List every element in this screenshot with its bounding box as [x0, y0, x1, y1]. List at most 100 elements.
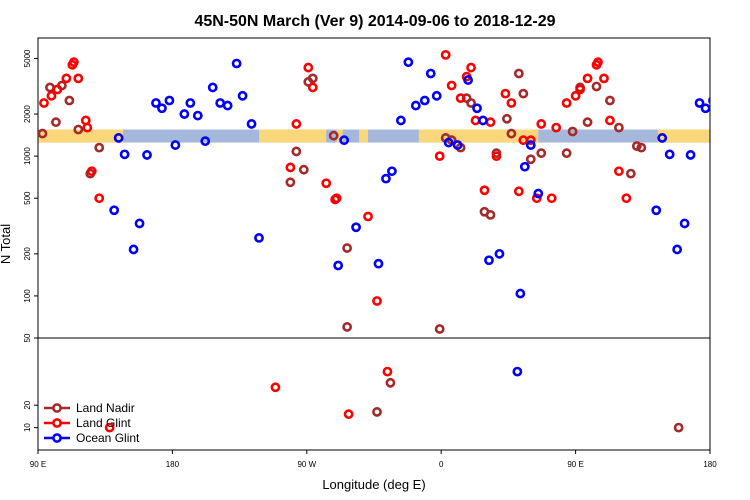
- y-tick-label: 2000: [23, 105, 32, 123]
- ocean-glint-point: [700, 103, 710, 114]
- ocean-glint-point: [664, 149, 675, 160]
- land-glint-point: [46, 90, 57, 101]
- ocean-glint-point: [515, 288, 526, 299]
- y-tick-label: 20: [23, 400, 32, 409]
- axes-frame: [37, 37, 711, 451]
- ocean-glint-point: [425, 68, 436, 79]
- land-glint-point: [593, 57, 603, 68]
- land-glint-point: [285, 162, 296, 173]
- ocean-glint-point: [395, 115, 406, 126]
- land-glint-point: [605, 115, 615, 126]
- land-glint-point: [506, 98, 517, 108]
- y-tick-label: 500: [23, 191, 32, 205]
- ocean-glint-point: [237, 90, 248, 101]
- ocean-glint-point: [151, 98, 161, 108]
- legend-marker: [52, 418, 62, 428]
- ocean-glint-point: [109, 205, 120, 216]
- x-tick-label: 180: [703, 460, 717, 469]
- density-band: [38, 129, 710, 143]
- land-nadir-point: [673, 422, 684, 433]
- land-glint-point: [621, 193, 632, 204]
- land-glint-point: [270, 382, 281, 393]
- land-nadir-point: [485, 209, 496, 220]
- ocean-glint-point: [519, 161, 530, 172]
- land-nadir-point: [64, 95, 75, 106]
- land-glint-point: [470, 115, 481, 126]
- ocean-glint-point: [512, 366, 523, 377]
- land-glint-point: [500, 88, 511, 99]
- land-nadir-point: [466, 98, 476, 108]
- ocean-glint-point: [157, 103, 167, 114]
- land-glint-point: [82, 122, 93, 133]
- land-glint-point: [363, 211, 373, 222]
- land-nadir-point: [45, 82, 55, 93]
- ocean-glint-point: [128, 244, 139, 255]
- ocean-glint-point: [387, 166, 397, 177]
- land-nadir-point: [536, 148, 547, 159]
- land-glint-point: [582, 73, 593, 84]
- points-lower-panel: [104, 366, 684, 433]
- land-nadir-point: [372, 407, 382, 417]
- ocean-glint-point: [142, 150, 152, 160]
- y-tick-label: 50: [23, 333, 32, 342]
- ocean-glint-point: [443, 137, 454, 148]
- y-tick-label: 10: [23, 423, 32, 432]
- y-tick-label: 1000: [23, 147, 32, 165]
- land-glint-point: [86, 166, 97, 177]
- ocean-glint-point: [192, 110, 203, 121]
- land-nadir-point: [94, 142, 105, 153]
- ocean-glint-point: [651, 205, 662, 216]
- land-glint-point: [531, 193, 542, 204]
- x-tick-label: 180: [166, 460, 180, 469]
- land-glint-point: [94, 193, 105, 204]
- land-band-segment: [38, 129, 124, 143]
- land-nadir-point: [51, 117, 61, 128]
- land-nadir-point: [625, 168, 636, 179]
- legend-label: Ocean Glint: [76, 431, 140, 445]
- land-glint-point: [321, 178, 332, 189]
- legend-label: Land Nadir: [76, 401, 135, 415]
- land-glint-point: [491, 151, 502, 162]
- ocean-glint-point: [381, 173, 391, 184]
- x-tick-label: 90 E: [567, 460, 583, 469]
- land-nadir-point: [506, 128, 517, 139]
- ocean-glint-point: [185, 98, 196, 108]
- plot-frame: [37, 37, 711, 451]
- land-glint-point: [307, 82, 318, 93]
- y-tick-label: 100: [23, 289, 32, 303]
- y-axis-ticks: 50 100 200 500 1000 2000 5000 10 20: [23, 49, 38, 432]
- ocean-glint-point: [333, 260, 344, 271]
- land-glint-point: [440, 49, 451, 60]
- land-glint-point: [513, 186, 524, 197]
- ocean-glint-point: [339, 135, 350, 146]
- ocean-glint-point: [484, 255, 494, 266]
- land-nadir-point: [38, 128, 48, 139]
- ocean-glint-point: [525, 140, 536, 150]
- land-band-segment: [336, 129, 343, 143]
- land-glint-point: [73, 73, 84, 84]
- ocean-glint-point: [452, 140, 463, 150]
- land-glint-point: [68, 57, 79, 68]
- land-nadir-point: [385, 377, 396, 388]
- chart-title: 45N-50N March (Ver 9) 2014-09-06 to 2018…: [194, 13, 555, 30]
- ocean-glint-point: [246, 119, 257, 129]
- land-band-segment: [259, 129, 327, 143]
- ocean-glint-point: [431, 90, 442, 101]
- ocean-glint-point: [472, 103, 482, 114]
- x-tick-label: 90 W: [297, 460, 316, 469]
- land-glint-point: [614, 166, 624, 177]
- land-nadir-point: [631, 141, 642, 151]
- ocean-glint-point: [685, 150, 696, 160]
- land-nadir-point: [636, 142, 647, 153]
- ocean-glint-point: [533, 188, 544, 199]
- ocean-glint-point: [494, 248, 505, 259]
- land-glint-point: [485, 117, 496, 128]
- land-glint-point: [536, 119, 547, 129]
- x-axis-label: Longitude (deg E): [322, 477, 425, 492]
- y-tick-label: 200: [23, 247, 32, 261]
- land-nadir-point: [303, 76, 314, 87]
- x-tick-label: 90 E: [30, 460, 46, 469]
- ocean-glint-point: [419, 95, 430, 106]
- land-nadir-point: [582, 117, 593, 128]
